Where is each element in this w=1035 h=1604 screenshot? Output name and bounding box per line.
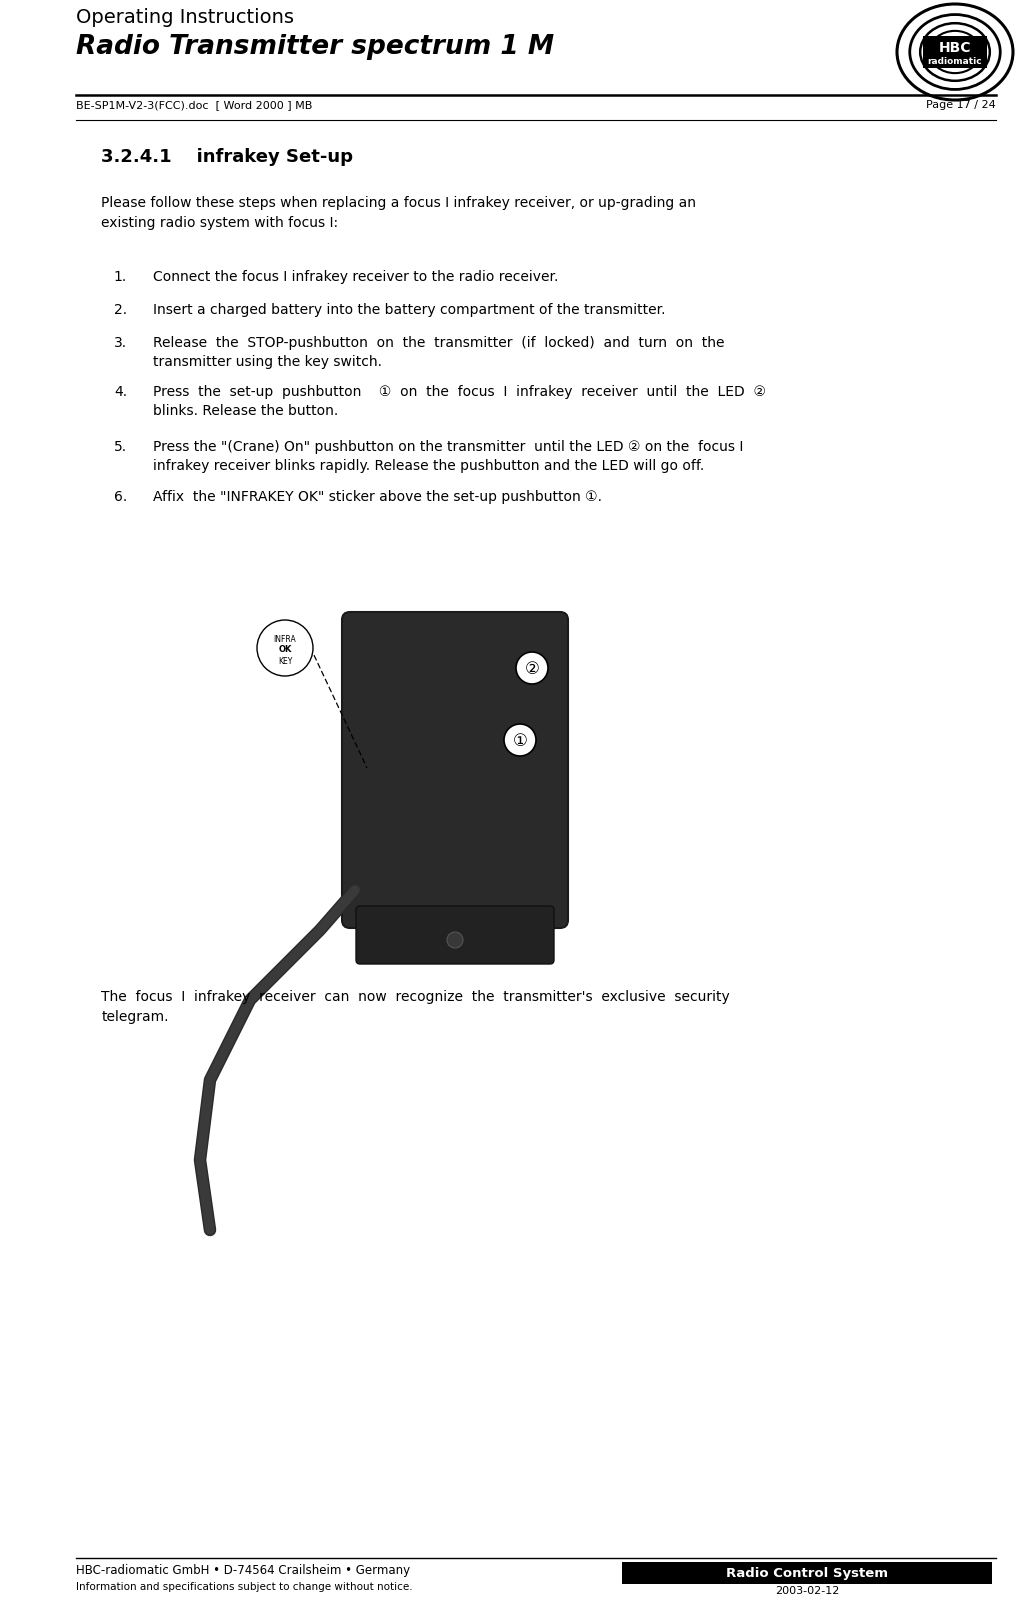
Text: Information and specifications subject to change without notice.: Information and specifications subject t… [76, 1582, 412, 1593]
Text: Operating Instructions: Operating Instructions [76, 8, 294, 27]
Text: radiomatic: radiomatic [927, 56, 982, 66]
Text: Please follow these steps when replacing a focus I infrakey receiver, or up-grad: Please follow these steps when replacing… [101, 196, 697, 229]
Text: Radio Transmitter spectrum 1 M: Radio Transmitter spectrum 1 M [76, 34, 554, 59]
Text: HBC-radiomatic GmbH • D-74564 Crailsheim • Germany: HBC-radiomatic GmbH • D-74564 Crailsheim… [76, 1564, 410, 1577]
Text: 5.: 5. [114, 439, 127, 454]
FancyBboxPatch shape [342, 613, 568, 929]
Text: 2.: 2. [114, 303, 127, 318]
Text: Insert a charged battery into the battery compartment of the transmitter.: Insert a charged battery into the batter… [153, 303, 666, 318]
Circle shape [504, 723, 536, 755]
Text: 4.: 4. [114, 385, 127, 399]
Text: 3.: 3. [114, 335, 127, 350]
Text: KEY: KEY [277, 656, 292, 666]
FancyBboxPatch shape [356, 906, 554, 964]
Text: ①: ① [512, 731, 528, 751]
Text: 3.2.4.1    infrakey Set-up: 3.2.4.1 infrakey Set-up [101, 148, 353, 165]
Text: INFRA: INFRA [273, 635, 296, 645]
FancyBboxPatch shape [622, 1562, 992, 1585]
Text: 1.: 1. [114, 269, 127, 284]
Text: Connect the focus I infrakey receiver to the radio receiver.: Connect the focus I infrakey receiver to… [153, 269, 559, 284]
Text: ②: ② [525, 659, 539, 678]
Text: Radio Control System: Radio Control System [726, 1567, 888, 1580]
Text: OK: OK [278, 645, 292, 654]
Text: The  focus  I  infrakey  receiver  can  now  recognize  the  transmitter's  excl: The focus I infrakey receiver can now re… [101, 990, 730, 1023]
Text: Press the "(Crane) On" pushbutton on the transmitter  until the LED ② on the  fo: Press the "(Crane) On" pushbutton on the… [153, 439, 743, 473]
Text: HBC: HBC [939, 42, 971, 55]
Text: Press  the  set-up  pushbutton    ①  on  the  focus  I  infrakey  receiver  unti: Press the set-up pushbutton ① on the foc… [153, 385, 766, 419]
Text: BE-SP1M-V2-3(FCC).doc  [ Word 2000 ] MB: BE-SP1M-V2-3(FCC).doc [ Word 2000 ] MB [76, 99, 312, 111]
Circle shape [516, 651, 548, 683]
Text: Affix  the "INFRAKEY OK" sticker above the set-up pushbutton ①.: Affix the "INFRAKEY OK" sticker above th… [153, 489, 602, 504]
Text: Release  the  STOP-pushbutton  on  the  transmitter  (if  locked)  and  turn  on: Release the STOP-pushbutton on the trans… [153, 335, 724, 369]
Text: 2003-02-12: 2003-02-12 [775, 1586, 839, 1596]
Text: 6.: 6. [114, 489, 127, 504]
Circle shape [447, 932, 463, 948]
Text: Page 17 / 24: Page 17 / 24 [926, 99, 996, 111]
Circle shape [257, 621, 313, 675]
FancyBboxPatch shape [923, 35, 987, 67]
